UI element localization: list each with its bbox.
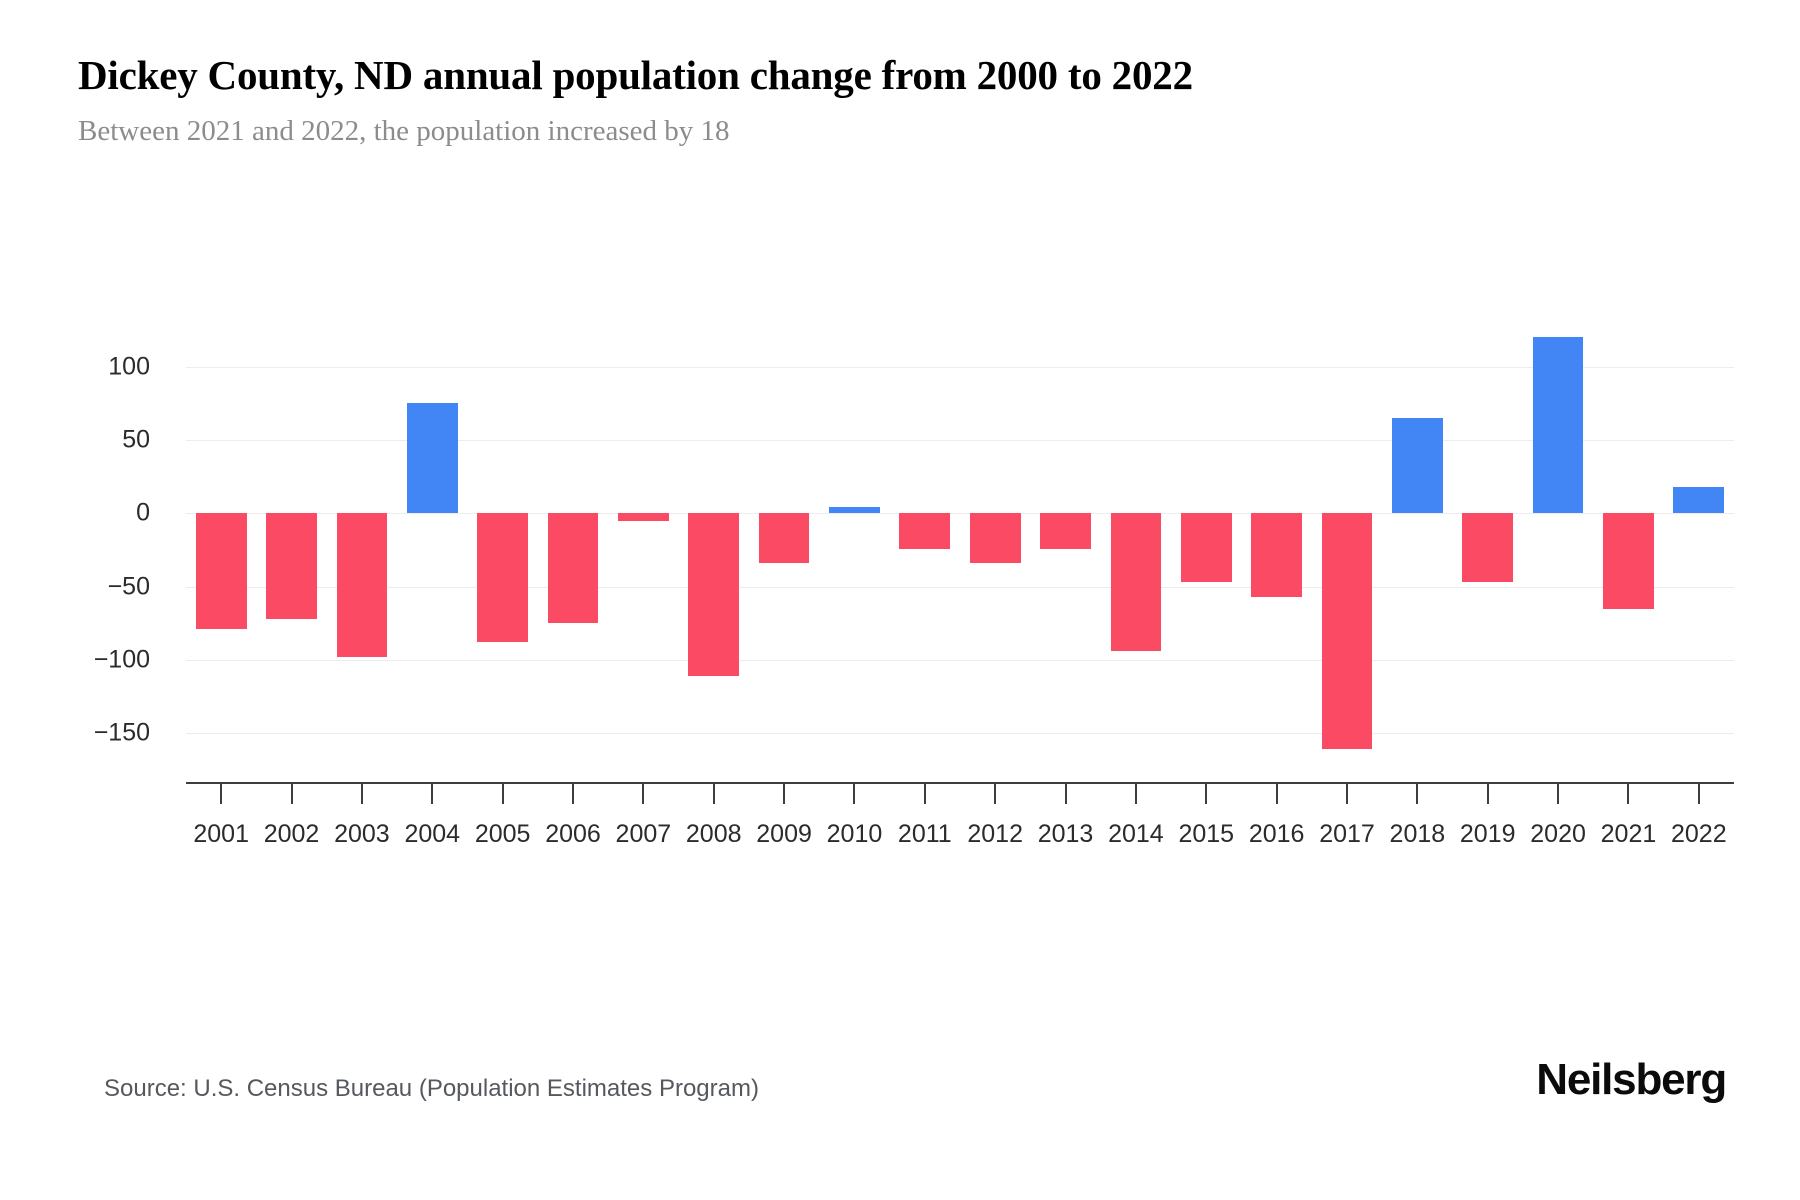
bar-2013[interactable] bbox=[1040, 513, 1091, 549]
x-tick-label-2012: 2012 bbox=[967, 820, 1023, 848]
x-tick-mark bbox=[642, 782, 645, 804]
x-tick-label-2020: 2020 bbox=[1530, 820, 1586, 848]
gridline bbox=[186, 440, 1734, 441]
bar-2020[interactable] bbox=[1532, 337, 1584, 514]
x-tick-mark bbox=[994, 782, 997, 804]
x-tick-mark bbox=[783, 782, 786, 804]
x-tick-mark bbox=[712, 782, 715, 804]
bar-2004[interactable] bbox=[406, 403, 458, 514]
chart-subtitle: Between 2021 and 2022, the population in… bbox=[78, 115, 730, 147]
x-tick-mark bbox=[1064, 782, 1067, 804]
x-tick-label-2017: 2017 bbox=[1319, 820, 1375, 848]
x-tick-mark bbox=[1134, 782, 1137, 804]
x-tick-mark bbox=[572, 782, 574, 804]
x-tick-label-2008: 2008 bbox=[685, 820, 742, 848]
x-tick-mark bbox=[431, 782, 434, 804]
bar-2009[interactable] bbox=[758, 513, 810, 564]
x-tick-label-2006: 2006 bbox=[545, 820, 601, 848]
gridline bbox=[186, 366, 1734, 368]
x-tick-mark bbox=[220, 782, 223, 804]
x-tick-mark bbox=[1627, 782, 1630, 804]
x-tick-mark bbox=[1346, 782, 1348, 804]
bar-2021[interactable] bbox=[1603, 513, 1654, 609]
x-tick-mark bbox=[360, 782, 363, 804]
x-axis-line bbox=[186, 782, 1734, 784]
bar-2001[interactable] bbox=[195, 513, 247, 630]
x-tick-label-2004: 2004 bbox=[404, 820, 461, 848]
gridline bbox=[186, 660, 1734, 661]
bar-2010[interactable] bbox=[829, 507, 880, 514]
bar-series bbox=[186, 330, 1734, 770]
y-axis-ticks: 100 50 0 −50 −100 −150 bbox=[0, 330, 168, 770]
y-tick-label: −100 bbox=[93, 645, 150, 674]
bar-2015[interactable] bbox=[1180, 513, 1232, 583]
y-tick-label: 0 bbox=[136, 498, 150, 527]
y-tick-label: −50 bbox=[107, 572, 150, 601]
x-tick-label-2001: 2001 bbox=[193, 820, 249, 848]
y-tick-label: −150 bbox=[93, 718, 150, 747]
x-tick-label-2007: 2007 bbox=[615, 820, 672, 848]
x-tick-label-2015: 2015 bbox=[1178, 820, 1235, 848]
chart-header: Dickey County, ND annual population chan… bbox=[78, 50, 1728, 150]
bar-2005[interactable] bbox=[477, 513, 528, 643]
bar-2014[interactable] bbox=[1110, 513, 1162, 652]
x-tick-label-2003: 2003 bbox=[334, 820, 390, 848]
bar-2017[interactable] bbox=[1321, 513, 1373, 750]
x-tick-label-2011: 2011 bbox=[897, 820, 952, 848]
gridline bbox=[186, 586, 1734, 588]
bar-2019[interactable] bbox=[1462, 513, 1514, 583]
bar-2002[interactable] bbox=[266, 513, 317, 619]
x-tick-label-2005: 2005 bbox=[474, 820, 531, 848]
x-tick-mark bbox=[1486, 782, 1489, 804]
x-tick-mark bbox=[1697, 782, 1700, 804]
x-tick-mark bbox=[1557, 782, 1560, 804]
x-tick-label-2014: 2014 bbox=[1108, 820, 1164, 848]
x-tick-label-2022: 2022 bbox=[1671, 820, 1727, 848]
y-tick-label: 100 bbox=[108, 352, 150, 381]
brand-logo: Neilsberg bbox=[1536, 1055, 1727, 1104]
x-tick-mark bbox=[853, 782, 856, 804]
x-tick-label-2002: 2002 bbox=[263, 820, 320, 848]
bar-2016[interactable] bbox=[1251, 513, 1302, 597]
x-axis-ticks: 2001 2002 2003 2004 2005 2006 2007 2008 2009 2010… bbox=[186, 782, 1734, 848]
y-tick-label: 50 bbox=[122, 425, 150, 454]
x-tick-mark bbox=[923, 782, 926, 804]
x-tick-label-2009: 2009 bbox=[756, 820, 812, 848]
bar-2008[interactable] bbox=[688, 513, 740, 677]
x-tick-label-2018: 2018 bbox=[1389, 820, 1446, 848]
bar-2006[interactable] bbox=[547, 513, 599, 624]
bar-2011[interactable] bbox=[899, 513, 951, 549]
x-tick-mark bbox=[1416, 782, 1419, 804]
page-title: Dickey County, ND annual population chan… bbox=[78, 52, 1193, 98]
bar-2018[interactable] bbox=[1392, 418, 1443, 514]
bar-2012[interactable] bbox=[969, 513, 1021, 564]
gridline bbox=[186, 733, 1734, 735]
x-tick-label-2019: 2019 bbox=[1459, 820, 1516, 848]
x-tick-label-2021: 2021 bbox=[1600, 820, 1657, 848]
x-tick-label-2013: 2013 bbox=[1037, 820, 1094, 848]
x-tick-mark bbox=[501, 782, 504, 804]
x-tick-label-2010: 2010 bbox=[826, 820, 883, 848]
source-note: Source: U.S. Census Bureau (Population E… bbox=[104, 1075, 759, 1102]
x-tick-mark bbox=[1205, 782, 1208, 804]
plot-area bbox=[186, 330, 1734, 770]
gridline bbox=[186, 513, 1734, 515]
x-tick-label-2016: 2016 bbox=[1248, 820, 1305, 848]
x-tick-mark bbox=[290, 782, 293, 804]
bar-2007[interactable] bbox=[618, 513, 669, 521]
bar-2003[interactable] bbox=[336, 513, 388, 658]
bar-2022[interactable] bbox=[1673, 486, 1725, 514]
x-tick-mark bbox=[1275, 782, 1278, 804]
